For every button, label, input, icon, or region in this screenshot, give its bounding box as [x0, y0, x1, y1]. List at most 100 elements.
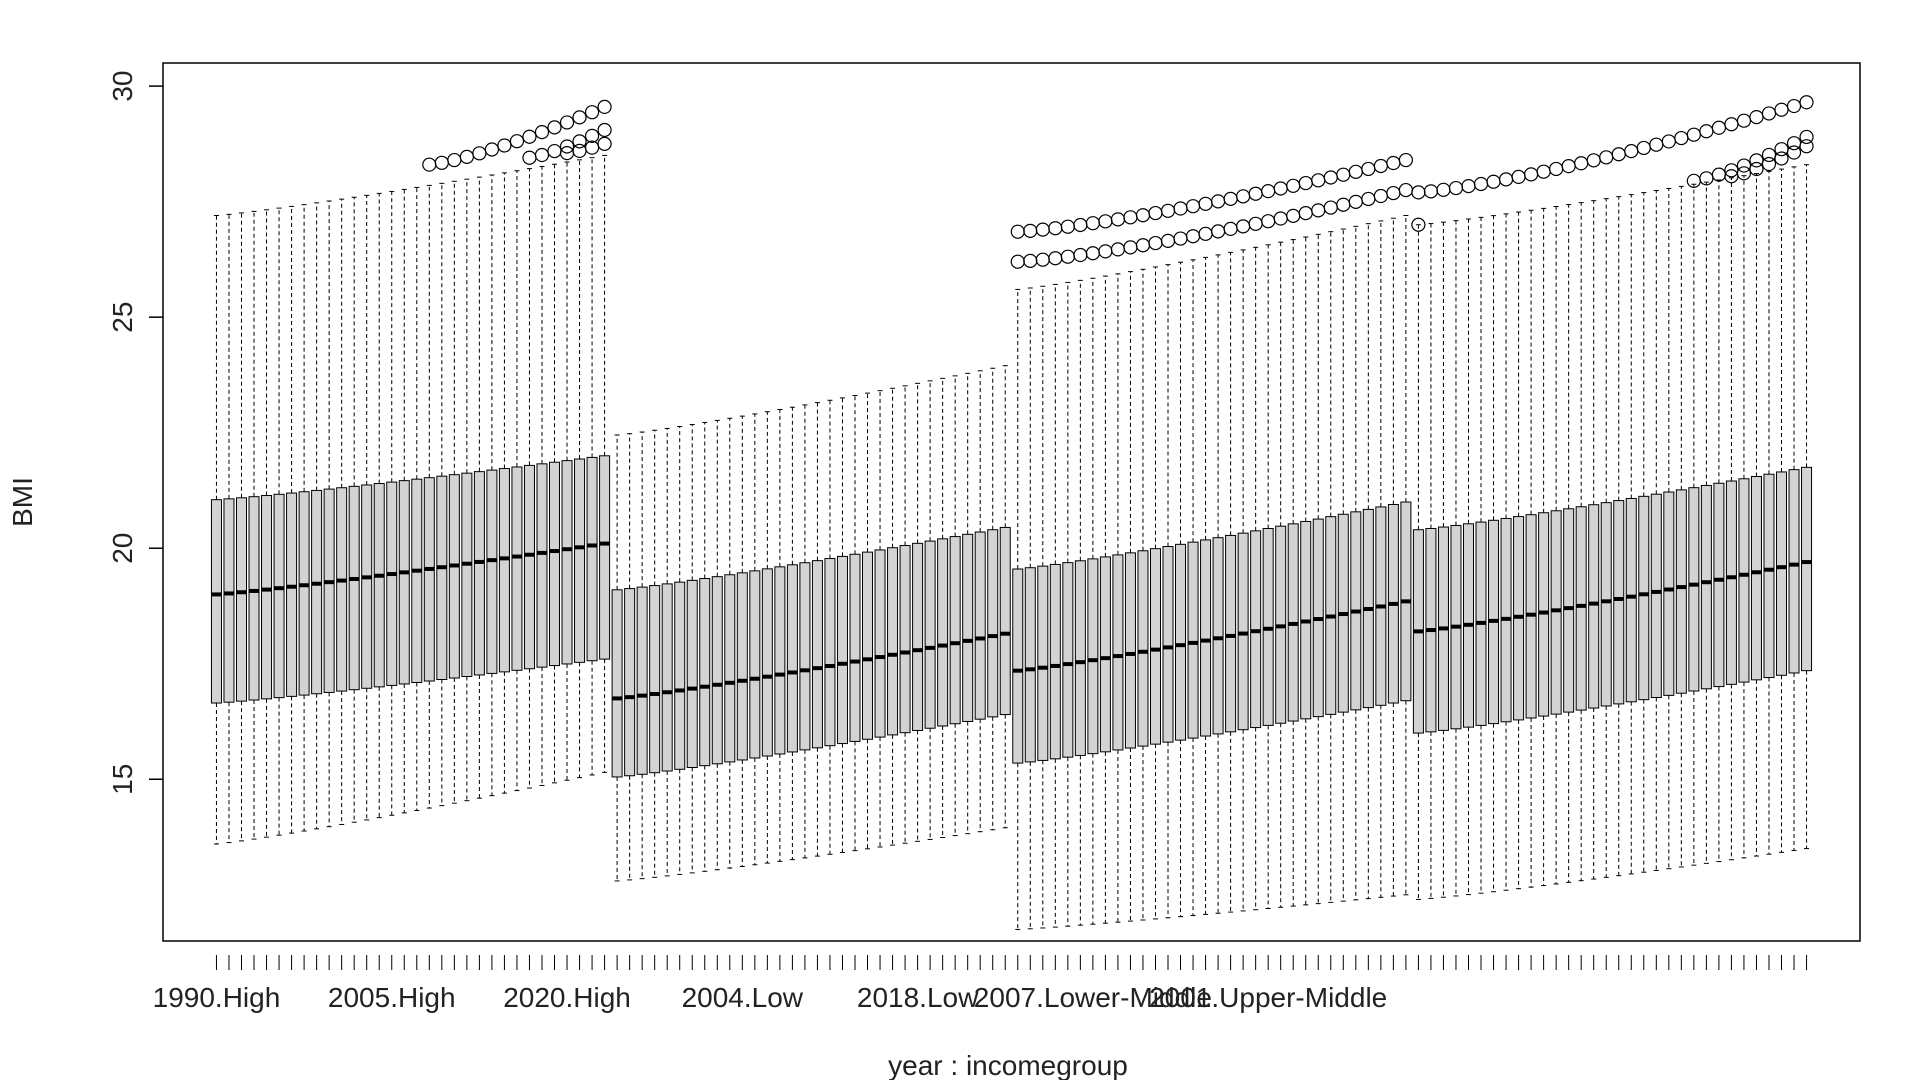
box-1993-low	[649, 585, 661, 774]
box-1991-high	[223, 498, 235, 703]
box-layer	[210, 455, 1813, 778]
x-axis-title: year : incomegroup	[888, 1050, 1128, 1080]
box-2017-high	[548, 461, 561, 667]
outlier-upper-middle-4-1990	[1411, 217, 1426, 232]
box-1995-low	[674, 581, 686, 770]
box-2010-upper-middle	[1663, 491, 1675, 696]
box-2005-high	[398, 480, 410, 685]
outlier-upper-middle-3-2019	[1774, 151, 1789, 166]
box-1998-low	[711, 576, 723, 765]
box-2019-upper-middle	[1775, 471, 1788, 676]
box-1998-high	[311, 489, 323, 695]
box-2005-upper-middle	[1600, 502, 1612, 707]
box-2007-lower-middle	[1225, 534, 1237, 733]
outlier-high-2-2021	[597, 122, 612, 138]
box-1994-low	[661, 583, 673, 772]
box-2010-high	[461, 472, 473, 677]
box-2014-high	[511, 466, 523, 671]
outlier-layer	[422, 95, 1814, 269]
outlier-upper-middle-3-2018	[1761, 156, 1777, 172]
box-2003-upper-middle	[1575, 506, 1587, 711]
box-2011-upper-middle	[1675, 489, 1687, 694]
outlier-upper-middle-3-2020	[1786, 145, 1802, 160]
box-2001-high	[348, 485, 360, 691]
box-1992-lower-middle	[1037, 565, 1049, 761]
outlier-high-1-2020	[584, 105, 600, 120]
box-2015-high	[523, 464, 535, 670]
y-axis-title: BMI	[7, 477, 38, 527]
box-2011-low	[874, 549, 886, 738]
box-1997-high	[298, 491, 310, 696]
box-2003-lower-middle	[1175, 543, 1187, 741]
outlier-high-1-2019	[572, 110, 587, 125]
box-2007-upper-middle	[1625, 497, 1637, 703]
box-1994-high	[261, 495, 273, 700]
box-2003-high	[373, 483, 385, 688]
box-2018-low	[962, 533, 974, 722]
box-1991-low	[624, 588, 636, 777]
outlier-high-2-2018	[559, 139, 575, 154]
box-2009-high	[448, 474, 460, 679]
box-2000-high	[336, 487, 348, 692]
outlier-high-1-2014	[509, 134, 525, 149]
box-1997-lower-middle	[1099, 556, 1111, 753]
box-2004-high	[386, 481, 398, 686]
y-tick-label-20: 20	[107, 533, 138, 564]
box-2010-low	[862, 551, 874, 740]
box-2006-lower-middle	[1212, 537, 1224, 735]
outlier-high-1-2021	[597, 99, 612, 115]
x-tick-label: 2007.Lower-Middle	[974, 982, 1212, 1013]
x-tick-label: 2020.High	[503, 982, 631, 1013]
box-2008-high	[436, 475, 448, 681]
box-2012-high	[486, 469, 498, 674]
outlier-high-1-2012	[484, 142, 500, 157]
box-2021-low	[999, 526, 1011, 716]
outlier-high-1-2017	[547, 120, 562, 135]
outlier-lower-middle-1-2021	[1398, 152, 1413, 168]
box-2018-high	[561, 460, 573, 665]
box-2007-low	[824, 558, 836, 747]
box-1995-high	[273, 493, 285, 699]
box-1993-lower-middle	[1049, 563, 1061, 760]
box-1992-low	[636, 586, 648, 775]
outlier-high-1-2018	[559, 115, 575, 130]
box-1990-lower-middle	[1012, 568, 1024, 764]
box-1996-low	[686, 579, 698, 769]
box-2004-lower-middle	[1187, 541, 1199, 739]
x-tick-label: 2005.High	[328, 982, 456, 1013]
outlier-upper-middle-2-2021	[1799, 129, 1814, 145]
box-2017-upper-middle	[1750, 476, 1762, 681]
outlier-upper-middle-3-2016	[1736, 166, 1752, 181]
outlier-upper-middle-3-2017	[1749, 161, 1764, 177]
box-1999-high	[323, 488, 335, 693]
box-2015-low	[924, 540, 936, 729]
box-2012-upper-middle	[1688, 487, 1700, 692]
box-2004-upper-middle	[1588, 504, 1600, 709]
box-2013-low	[899, 545, 911, 734]
box-2021-upper-middle	[1801, 466, 1813, 672]
box-2001-lower-middle	[1149, 548, 1161, 745]
box-2007-high	[423, 477, 435, 682]
box-2009-low	[849, 553, 861, 742]
box-2008-upper-middle	[1638, 495, 1650, 701]
y-axis: 15 20 25 30	[107, 71, 163, 795]
box-2001-low	[749, 570, 761, 759]
y-tick-label-15: 15	[107, 764, 138, 795]
outlier-high-1-2016	[534, 125, 550, 140]
box-2016-low	[937, 538, 949, 727]
box-2012-low	[887, 547, 899, 736]
box-2000-low	[736, 572, 748, 761]
box-2017-low	[949, 536, 961, 725]
outlier-high-2-2020	[584, 128, 600, 143]
box-2016-upper-middle	[1738, 478, 1750, 683]
box-2006-high	[411, 478, 423, 683]
box-2002-low	[761, 568, 773, 757]
box-2002-high	[361, 484, 373, 689]
y-tick-label-25: 25	[107, 302, 138, 333]
box-2018-upper-middle	[1763, 473, 1775, 679]
box-2011-high	[473, 471, 485, 676]
box-1995-lower-middle	[1074, 560, 1086, 756]
outlier-high-2-2016	[534, 147, 550, 163]
box-1994-lower-middle	[1062, 562, 1074, 758]
